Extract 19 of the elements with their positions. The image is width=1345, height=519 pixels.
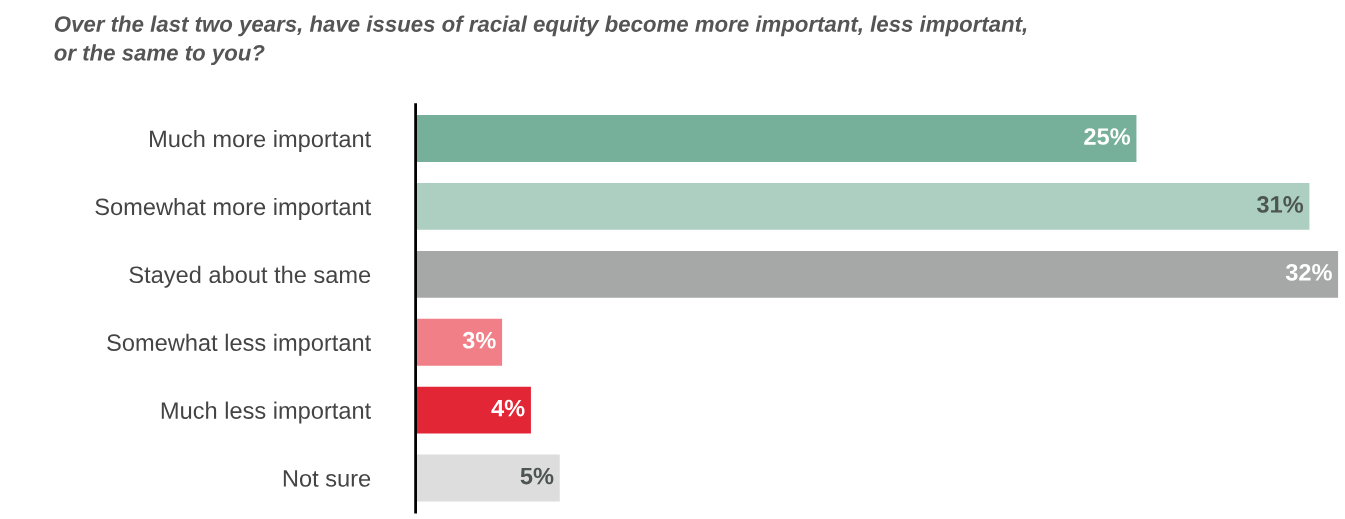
data-label: 3%: [462, 331, 496, 349]
y-tick-label: Stayed about the same: [129, 265, 371, 288]
data-label: 4%: [491, 399, 525, 417]
y-tick-label: Somewhat less important: [107, 333, 371, 356]
bar: [415, 115, 1137, 162]
bar: [415, 454, 560, 502]
data-label: 5%: [520, 467, 554, 485]
bar: [415, 318, 503, 366]
data-label: 31%: [1256, 196, 1304, 213]
y-tick-label: Much more important: [150, 129, 371, 152]
data-label: 25%: [1084, 128, 1131, 145]
y-tick-label: Not sure: [283, 470, 371, 487]
bar: [415, 386, 531, 434]
bar: [415, 250, 1339, 298]
data-label: 32%: [1285, 263, 1332, 281]
y-tick-label: Much less important: [161, 401, 371, 424]
chart-title: Over the last two years, have issues of racial equity become more important, less important, or the same to you?: [54, 15, 1027, 66]
y-tick-label: Somewhat more important: [95, 197, 372, 220]
bar: [415, 183, 1310, 230]
